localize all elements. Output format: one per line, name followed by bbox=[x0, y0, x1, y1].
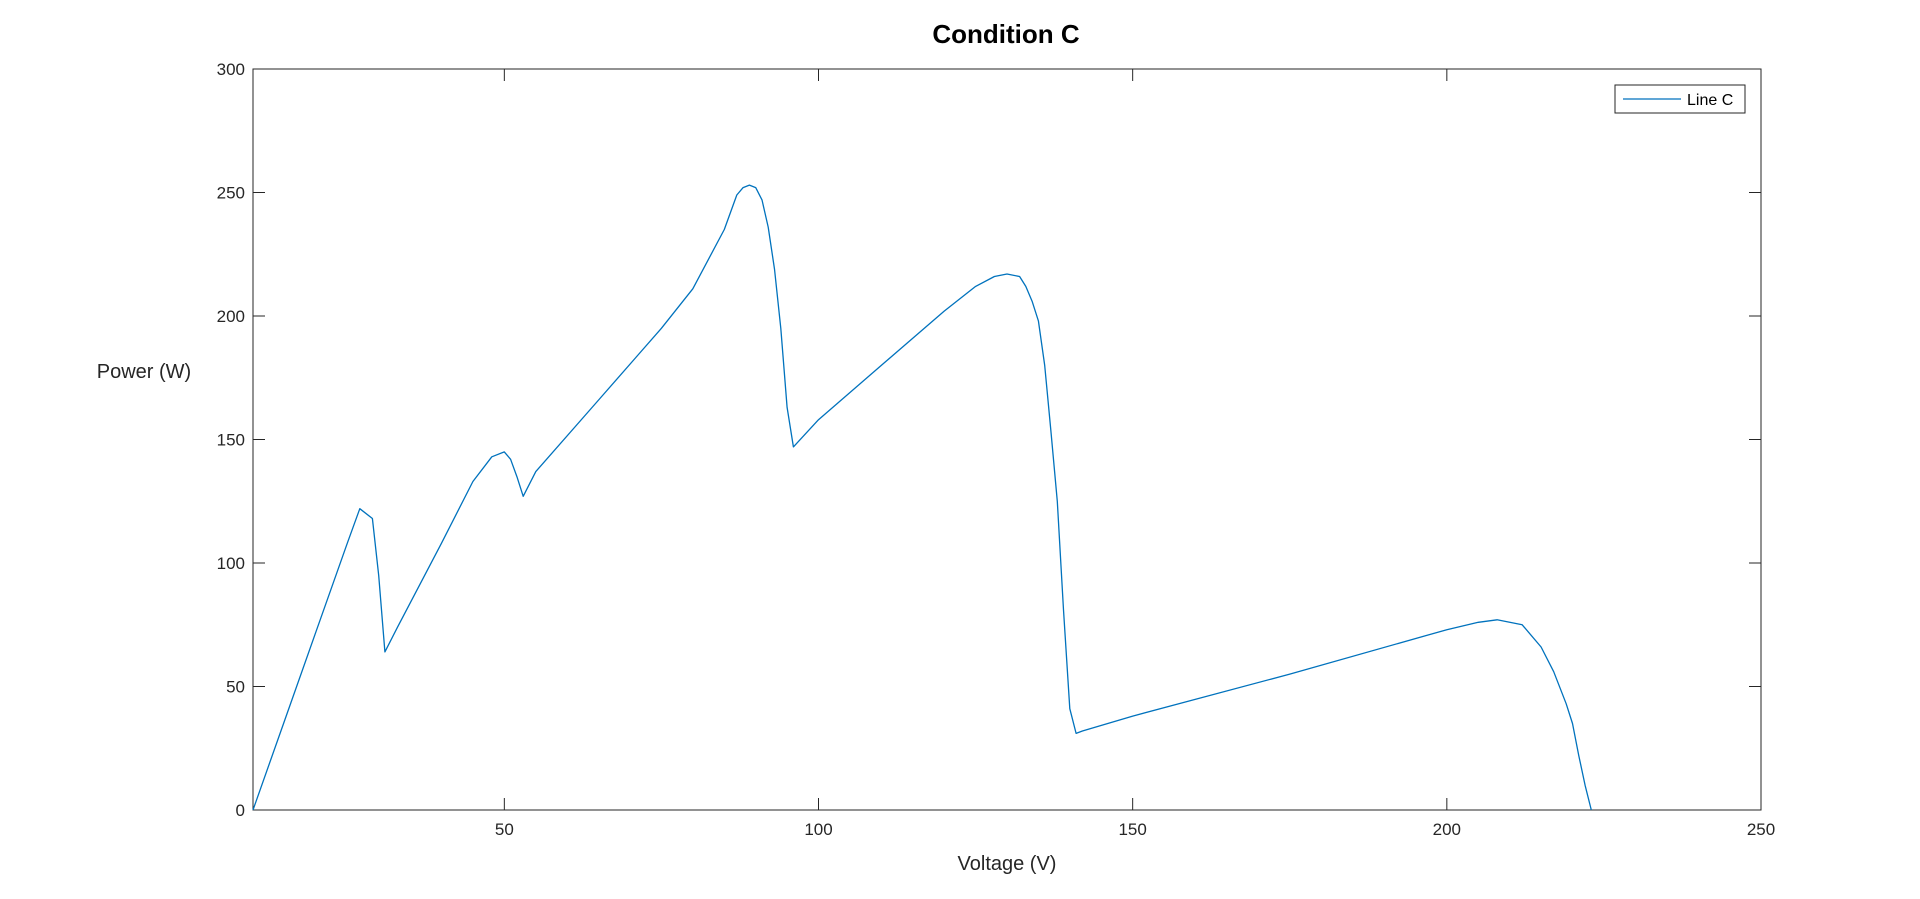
series-line-c bbox=[252, 184, 1592, 811]
y-tick-label: 50 bbox=[226, 678, 245, 697]
y-axis-label: Power (W) bbox=[97, 361, 191, 383]
x-axis-label: Voltage (V) bbox=[958, 853, 1057, 875]
x-tick-label: 150 bbox=[1118, 820, 1146, 839]
y-tick-label: 250 bbox=[217, 184, 245, 203]
chart-title: Condition C bbox=[932, 19, 1080, 49]
x-tick-label: 50 bbox=[495, 820, 514, 839]
y-tick-label: 300 bbox=[217, 60, 245, 79]
y-axis: 0 50 100 150 200 250 300 bbox=[217, 60, 1761, 820]
x-tick-label: 250 bbox=[1747, 820, 1775, 839]
legend-label-line-c: Line C bbox=[1687, 92, 1733, 109]
y-tick-label: 150 bbox=[217, 431, 245, 450]
legend: Line C bbox=[1614, 84, 1746, 114]
x-tick-label: 100 bbox=[804, 820, 832, 839]
y-tick-label: 200 bbox=[217, 307, 245, 326]
y-tick-label: 0 bbox=[236, 801, 245, 820]
x-tick-label: 200 bbox=[1433, 820, 1461, 839]
y-tick-label: 100 bbox=[217, 554, 245, 573]
plot-area bbox=[252, 68, 1762, 811]
x-axis: 50 100 150 200 250 bbox=[495, 69, 1775, 839]
